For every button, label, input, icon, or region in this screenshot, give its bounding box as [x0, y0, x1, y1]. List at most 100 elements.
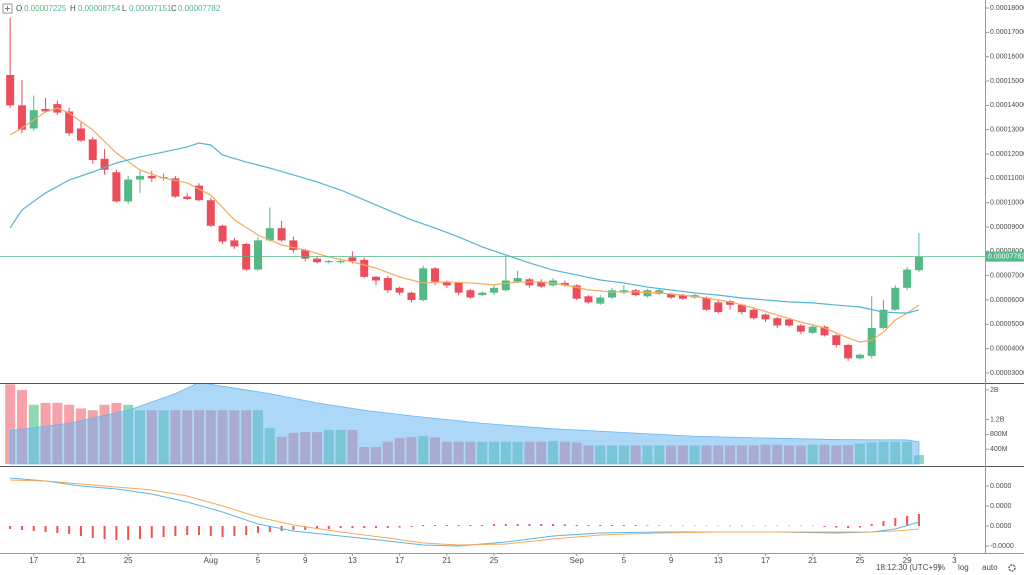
macd-histogram-bar — [799, 525, 802, 527]
candle-body — [194, 185, 203, 201]
macd-histogram-bar — [717, 525, 720, 527]
candle-body — [17, 105, 26, 130]
macd-histogram-bar — [811, 525, 814, 527]
last-price-label: 0.00007782 — [988, 253, 1024, 260]
macd-histogram-bar — [823, 526, 826, 527]
candle-body — [454, 282, 463, 293]
percent-toggle[interactable]: % — [938, 563, 945, 572]
macd-histogram-bar — [917, 514, 920, 526]
candle-body — [631, 290, 640, 296]
ohlc-label: H — [70, 4, 76, 13]
volume-bar — [5, 384, 16, 464]
macd-histogram-bar — [221, 526, 224, 537]
candle-body — [206, 200, 215, 226]
macd-histogram-bar — [245, 526, 248, 535]
y-tick-label: 0.0000 — [990, 523, 1012, 530]
macd-histogram-bar — [481, 525, 484, 526]
macd-histogram-bar — [764, 525, 767, 527]
macd-histogram-bar — [540, 524, 543, 526]
macd-histogram-bar — [256, 526, 259, 533]
macd-histogram-bar — [858, 526, 861, 528]
macd-histogram-bar — [469, 525, 472, 526]
macd-histogram-bar — [410, 526, 413, 527]
macd-histogram-bar — [457, 525, 460, 526]
macd-histogram-bar — [79, 526, 82, 536]
candle-body — [844, 344, 853, 359]
log-toggle[interactable]: log — [958, 563, 969, 572]
candle-body — [112, 172, 121, 202]
macd-histogram-bar — [634, 525, 637, 526]
macd-histogram-bar — [150, 526, 153, 538]
candle-body — [431, 268, 440, 282]
x-tick-label: 9 — [669, 556, 674, 565]
y-tick-label: 0.0000 — [990, 483, 1012, 490]
macd-histogram-bar — [197, 526, 200, 535]
macd-histogram-bar — [127, 526, 130, 540]
candle-body — [88, 139, 97, 161]
candle-body — [667, 293, 676, 298]
macd-histogram-bar — [599, 525, 602, 526]
y-tick-label: 0.00013000 — [990, 127, 1024, 134]
macd-histogram-bar — [516, 524, 519, 526]
candle-body — [855, 354, 864, 359]
candle-body — [313, 258, 322, 263]
macd-histogram-bar — [268, 526, 271, 532]
y-tick-label: 1.2B — [990, 416, 1005, 423]
candle-body — [218, 225, 227, 242]
candle-body — [726, 301, 735, 305]
macd-histogram-bar — [670, 525, 673, 527]
candle-body — [348, 257, 357, 262]
candle-body — [820, 326, 829, 336]
clock: 18:12:30 (UTC+9) — [876, 563, 941, 572]
macd-histogram-bar — [422, 525, 425, 526]
y-tick-label: 0.00004000 — [990, 345, 1024, 352]
macd-histogram-bar — [174, 526, 177, 536]
macd-histogram-bar — [103, 526, 106, 539]
macd-histogram-bar — [906, 516, 909, 526]
macd-histogram-bar — [776, 525, 779, 527]
candle-body — [501, 280, 510, 291]
macd-histogram-bar — [504, 524, 507, 526]
moving-average — [9, 107, 920, 343]
candle-body — [678, 295, 687, 299]
volume-pane — [5, 384, 924, 465]
volume-average-area — [9, 384, 920, 465]
y-tick-label: 0.0000 — [990, 503, 1012, 510]
macd-histogram-bar — [162, 526, 165, 537]
candle-body — [395, 287, 404, 293]
macd-histogram-bar — [445, 525, 448, 526]
macd-histogram-bar — [434, 525, 437, 526]
macd-histogram-bar — [327, 526, 330, 529]
volume-bar — [16, 389, 27, 464]
x-tick-label: 25 — [855, 556, 864, 565]
macd-histogram-bar — [528, 524, 531, 526]
candle-body — [773, 318, 782, 326]
x-tick-label: 29 — [903, 556, 912, 565]
candle-body — [230, 240, 239, 247]
candle-body — [513, 278, 522, 282]
x-tick-label: Aug — [204, 556, 218, 565]
candle-body — [749, 309, 758, 319]
macd-histogram-bar — [363, 526, 366, 528]
macd-histogram-bar — [115, 526, 118, 540]
macd-histogram-bar — [316, 526, 319, 529]
y-tick-label: 0.00018000 — [990, 5, 1024, 12]
x-tick-label: 13 — [348, 556, 357, 565]
ohlc-value: 0.00007225 — [24, 4, 67, 13]
candle-body — [100, 158, 109, 170]
candle-body — [265, 228, 274, 241]
y-tick-label: 800M — [990, 431, 1008, 438]
y-tick-label: 0.00010000 — [990, 199, 1024, 206]
macd-histogram-bar — [386, 526, 389, 528]
settings-button[interactable] — [1008, 564, 1016, 572]
auto-toggle[interactable]: auto — [982, 563, 998, 572]
x-tick-label: 3 — [952, 556, 957, 565]
candle-body — [808, 326, 817, 333]
x-tick-label: 13 — [714, 556, 723, 565]
y-tick-label: 400M — [990, 446, 1008, 453]
candle-body — [914, 256, 923, 271]
macd-histogram-bar — [339, 526, 342, 528]
macd-histogram-bar — [622, 525, 625, 526]
x-tick-label: 21 — [808, 556, 817, 565]
